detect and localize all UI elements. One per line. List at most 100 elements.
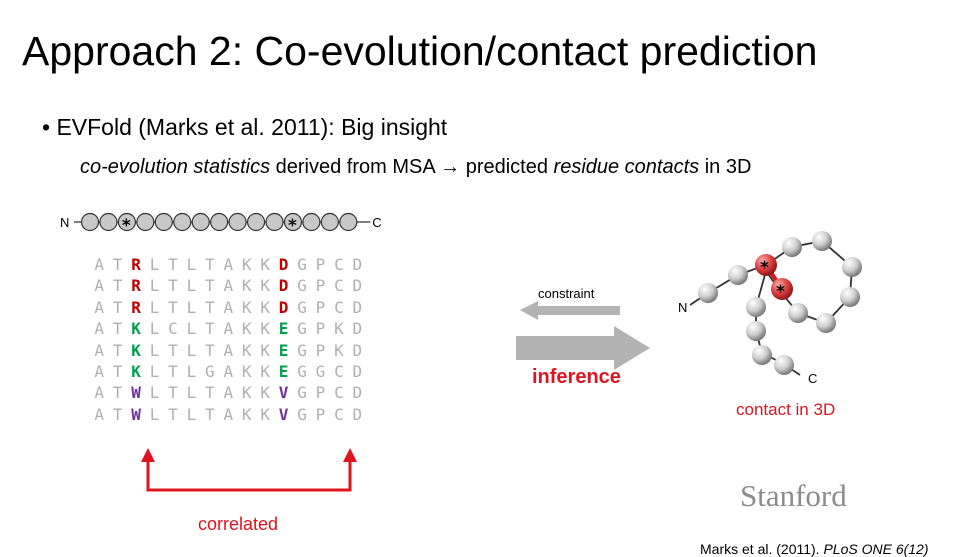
msa-residue: K — [256, 340, 274, 361]
chain-star: * — [288, 216, 297, 236]
msa-residue: T — [108, 340, 126, 361]
msa-residue: A — [219, 318, 237, 339]
protein-bead — [774, 355, 794, 375]
sub-part4: residue contacts — [554, 156, 700, 178]
chain-bead — [192, 214, 209, 231]
msa-residue: K — [238, 275, 256, 296]
msa-residue: E — [274, 340, 292, 361]
msa-residue: D — [348, 318, 366, 339]
chain-n-label: N — [60, 215, 69, 230]
msa-residue: G — [293, 382, 311, 403]
slide-title: Approach 2: Co-evolution/contact predict… — [22, 28, 817, 75]
msa-residue: R — [127, 297, 145, 318]
protein-3d-structure: N * * C — [670, 225, 960, 395]
msa-residue: G — [293, 318, 311, 339]
protein-bead — [782, 237, 802, 257]
msa-residue: A — [90, 361, 108, 382]
protein-bead — [788, 303, 808, 323]
msa-residue: T — [108, 382, 126, 403]
msa-residue: K — [330, 340, 348, 361]
constraint-arrow — [520, 301, 620, 320]
msa-residue: C — [330, 297, 348, 318]
msa-residue: K — [256, 275, 274, 296]
chain-c-label: C — [372, 215, 381, 230]
title-main: Approach 2: — [22, 28, 243, 74]
bracket-arrowhead-left — [141, 448, 155, 462]
msa-residue: A — [219, 254, 237, 275]
msa-residue: R — [127, 254, 145, 275]
msa-row: ATKLCLTAKKEGPKD — [90, 318, 367, 339]
msa-residue: K — [238, 404, 256, 425]
msa-residue: A — [90, 340, 108, 361]
msa-residue: A — [90, 318, 108, 339]
msa-residue: G — [201, 361, 219, 382]
msa-residue: G — [293, 340, 311, 361]
bullet-text: EVFold (Marks et al. 2011): Big insight — [56, 114, 447, 140]
msa-residue: D — [348, 382, 366, 403]
stanford-logo: Stanford — [740, 478, 847, 514]
protein-c-label: C — [808, 371, 817, 386]
sub-part1: co-evolution statistics — [80, 156, 270, 178]
msa-residue: L — [145, 361, 163, 382]
msa-residue: L — [145, 254, 163, 275]
msa-residue: G — [293, 297, 311, 318]
msa-residue: A — [219, 382, 237, 403]
chain-bead — [137, 214, 154, 231]
msa-residue: L — [145, 297, 163, 318]
chain-bead — [155, 214, 172, 231]
chain-bead — [229, 214, 246, 231]
correlated-label: correlated — [198, 514, 278, 535]
msa-residue: D — [348, 297, 366, 318]
msa-residue: T — [201, 275, 219, 296]
msa-residue: A — [219, 361, 237, 382]
bullet-symbol: • — [42, 114, 50, 140]
msa-residue: D — [274, 297, 292, 318]
msa-residue: K — [256, 254, 274, 275]
msa-residue: P — [311, 254, 329, 275]
msa-residue: A — [90, 275, 108, 296]
msa-residue: D — [348, 340, 366, 361]
msa-residue: G — [293, 254, 311, 275]
contact-star-2: * — [776, 282, 785, 302]
sequence-chain-diagram: N * * C — [60, 206, 500, 240]
msa-residue: G — [293, 404, 311, 425]
chain-bead — [248, 214, 265, 231]
msa-residue: C — [164, 318, 182, 339]
msa-residue: A — [219, 404, 237, 425]
chain-bead — [303, 214, 320, 231]
msa-residue: K — [238, 361, 256, 382]
sub-part5: in 3D — [699, 156, 751, 178]
bracket-line — [148, 460, 350, 490]
msa-residue: G — [293, 275, 311, 296]
msa-residue: K — [238, 318, 256, 339]
msa-residue: L — [145, 340, 163, 361]
msa-residue: K — [238, 340, 256, 361]
msa-residue: A — [90, 254, 108, 275]
msa-residue: W — [127, 382, 145, 403]
sub-line: co-evolution statistics derived from MSA… — [80, 156, 751, 179]
msa-residue: V — [274, 382, 292, 403]
sub-part2: derived from MSA — [270, 156, 440, 178]
msa-residue: K — [256, 361, 274, 382]
msa-row: ATRLTLTAKKDGPCD — [90, 275, 367, 296]
msa-residue: K — [238, 382, 256, 403]
msa-row: ATWLTLTAKKVGPCD — [90, 404, 367, 425]
chain-bead — [100, 214, 117, 231]
msa-residue: D — [274, 275, 292, 296]
msa-residue: T — [108, 297, 126, 318]
msa-residue: T — [164, 340, 182, 361]
msa-residue: T — [108, 404, 126, 425]
msa-residue: T — [164, 382, 182, 403]
msa-residue: L — [182, 382, 200, 403]
msa-residue: T — [201, 340, 219, 361]
msa-residue: T — [201, 404, 219, 425]
citation-authors: Marks et al. (2011). — [700, 541, 823, 557]
citation: Marks et al. (2011). PLoS ONE 6(12) — [700, 541, 929, 557]
msa-residue: T — [108, 254, 126, 275]
msa-residue: P — [311, 318, 329, 339]
msa-residue: D — [348, 275, 366, 296]
msa-residue: A — [90, 404, 108, 425]
msa-residue: A — [90, 297, 108, 318]
